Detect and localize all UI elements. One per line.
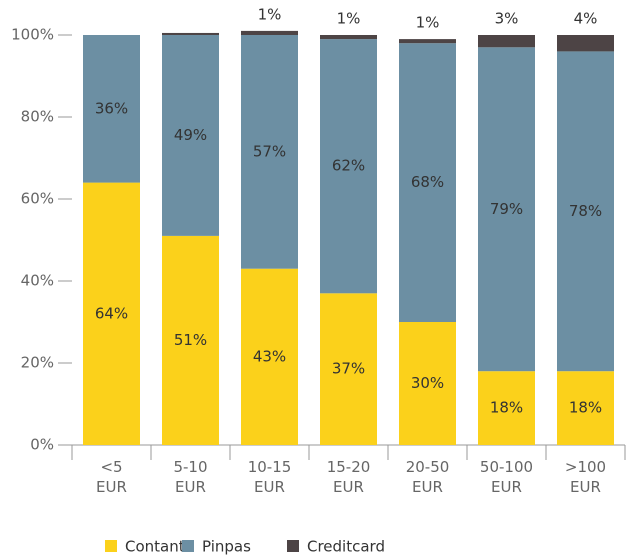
y-tick-label: 40% — [21, 272, 54, 290]
data-label: 4% — [574, 10, 598, 28]
y-tick-label: 80% — [21, 108, 54, 126]
y-tick-label: 60% — [21, 190, 54, 208]
legend-label: Creditcard — [307, 538, 385, 555]
data-label: 1% — [337, 10, 361, 28]
data-label: 37% — [332, 360, 365, 378]
data-label: 18% — [490, 399, 523, 417]
data-label: 43% — [253, 347, 286, 365]
bar-segment — [83, 35, 140, 183]
data-label: 68% — [411, 173, 444, 191]
x-tick-label: 20-50 EUR — [406, 458, 450, 496]
x-tick-line: 20-50 — [406, 458, 450, 476]
x-tick-label: <5 EUR — [96, 458, 127, 496]
x-tick-label: 50-100 EUR — [480, 458, 533, 496]
x-tick-line: EUR — [254, 478, 285, 496]
x-tick-line: EUR — [491, 478, 522, 496]
bar-segment — [557, 35, 614, 52]
x-tick-line: 5-10 — [173, 458, 207, 476]
bar-segment — [83, 182, 140, 445]
bar-segment — [557, 371, 614, 445]
bar-segment — [162, 35, 219, 236]
bar-segment — [241, 268, 298, 445]
legend-swatch — [182, 540, 194, 552]
bar-segment — [478, 47, 535, 372]
bar-segment — [478, 35, 535, 48]
y-tick-label: 100% — [11, 26, 54, 44]
x-tick-label: 10-15 EUR — [248, 458, 292, 496]
x-tick-line: EUR — [96, 478, 127, 496]
bar-segment — [557, 51, 614, 372]
x-tick-line: EUR — [333, 478, 364, 496]
bar-segment — [241, 30, 298, 35]
x-tick-line: >100 — [565, 458, 606, 476]
data-label: 51% — [174, 331, 207, 349]
bar-segment — [320, 35, 377, 40]
data-label: 62% — [332, 157, 365, 175]
x-tick-line: 50-100 — [480, 458, 533, 476]
x-tick-line: EUR — [412, 478, 443, 496]
data-label: 79% — [490, 200, 523, 218]
legend-label: Pinpas — [202, 538, 251, 555]
bar-segment — [241, 35, 298, 269]
data-label: 49% — [174, 126, 207, 144]
data-label: 78% — [569, 202, 602, 220]
bar-segment — [399, 39, 456, 44]
bar-segment — [399, 322, 456, 445]
data-label: 57% — [253, 142, 286, 160]
y-tick-label: 20% — [21, 354, 54, 372]
data-label: 36% — [95, 99, 128, 117]
x-tick-line: EUR — [570, 478, 601, 496]
bar-segment — [320, 293, 377, 445]
legend-swatch — [287, 540, 299, 552]
x-tick-label: >100 EUR — [565, 458, 606, 496]
bar-segment — [399, 43, 456, 322]
bar-segment — [162, 32, 219, 35]
legend-label: Contant — [125, 538, 185, 555]
data-label: 1% — [258, 5, 282, 23]
data-label: 18% — [569, 399, 602, 417]
x-tick-line: 10-15 — [248, 458, 292, 476]
x-tick-line: EUR — [175, 478, 206, 496]
bar-segment — [162, 235, 219, 445]
x-tick-line: <5 — [100, 458, 122, 476]
data-label: 1% — [416, 14, 440, 32]
x-tick-label: 15-20 EUR — [327, 458, 371, 496]
x-tick-label: 5-10 EUR — [173, 458, 207, 496]
bar-segment — [320, 39, 377, 294]
x-tick-line: 15-20 — [327, 458, 371, 476]
bar-segment — [478, 371, 535, 445]
data-label: 64% — [95, 304, 128, 322]
data-label: 30% — [411, 374, 444, 392]
data-label: 3% — [495, 10, 519, 28]
legend-swatch — [105, 540, 117, 552]
y-tick-label: 0% — [30, 436, 54, 454]
